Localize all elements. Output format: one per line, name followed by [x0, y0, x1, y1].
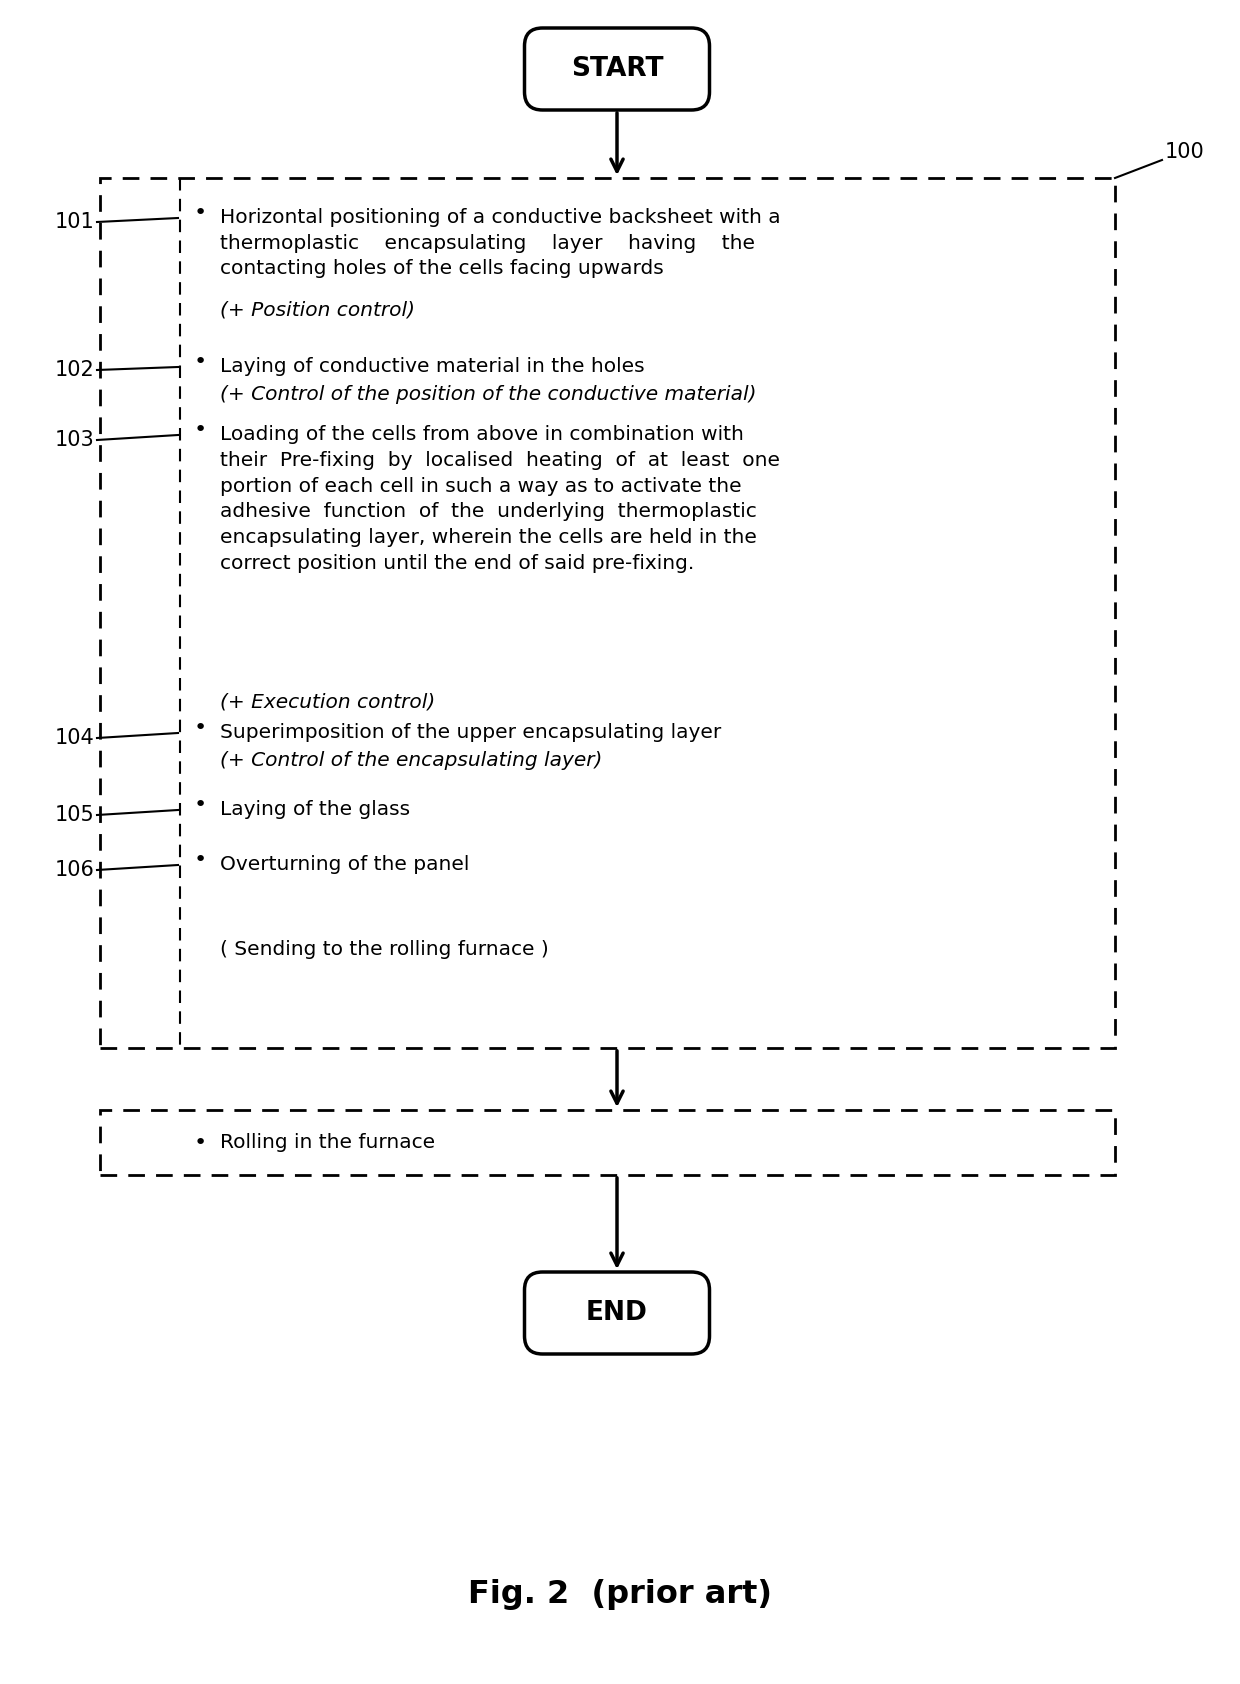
Text: START: START	[570, 56, 663, 83]
FancyBboxPatch shape	[525, 29, 709, 109]
Bar	[100, 1110, 1115, 1175]
Text: 100: 100	[1166, 141, 1205, 162]
Text: 104: 104	[55, 727, 95, 748]
Text: Loading of the cells from above in combination with
their  Pre-fixing  by  local: Loading of the cells from above in combi…	[219, 424, 780, 573]
Text: •: •	[193, 717, 207, 738]
Text: •: •	[193, 1133, 207, 1152]
Text: (+ Control of the position of the conductive material): (+ Control of the position of the conduc…	[219, 386, 756, 404]
Text: Overturning of the panel: Overturning of the panel	[219, 855, 470, 874]
Text: Laying of conductive material in the holes: Laying of conductive material in the hol…	[219, 357, 645, 376]
Text: Horizontal positioning of a conductive backsheet with a
thermoplastic    encapsu: Horizontal positioning of a conductive b…	[219, 209, 781, 278]
Text: 106: 106	[55, 861, 95, 881]
Text: Fig. 2  (prior art): Fig. 2 (prior art)	[467, 1580, 773, 1610]
Text: 105: 105	[55, 805, 95, 825]
Text: Laying of the glass: Laying of the glass	[219, 800, 410, 818]
Text: •: •	[193, 850, 207, 871]
Text: •: •	[193, 204, 207, 222]
Text: 101: 101	[55, 212, 95, 232]
Text: Superimposition of the upper encapsulating layer: Superimposition of the upper encapsulati…	[219, 722, 722, 743]
Text: END: END	[587, 1300, 649, 1325]
Text: 102: 102	[55, 360, 95, 381]
Text: Rolling in the furnace: Rolling in the furnace	[219, 1133, 435, 1152]
FancyBboxPatch shape	[525, 1271, 709, 1354]
Text: •: •	[193, 419, 207, 440]
Text: •: •	[193, 795, 207, 815]
Text: (+ Position control): (+ Position control)	[219, 300, 415, 318]
Text: ( Sending to the rolling furnace ): ( Sending to the rolling furnace )	[219, 940, 549, 958]
Text: •: •	[193, 352, 207, 372]
Text: 103: 103	[55, 429, 95, 450]
Bar	[100, 179, 1115, 1047]
Text: (+ Control of the encapsulating layer): (+ Control of the encapsulating layer)	[219, 751, 603, 770]
Text: (+ Execution control): (+ Execution control)	[219, 694, 435, 712]
